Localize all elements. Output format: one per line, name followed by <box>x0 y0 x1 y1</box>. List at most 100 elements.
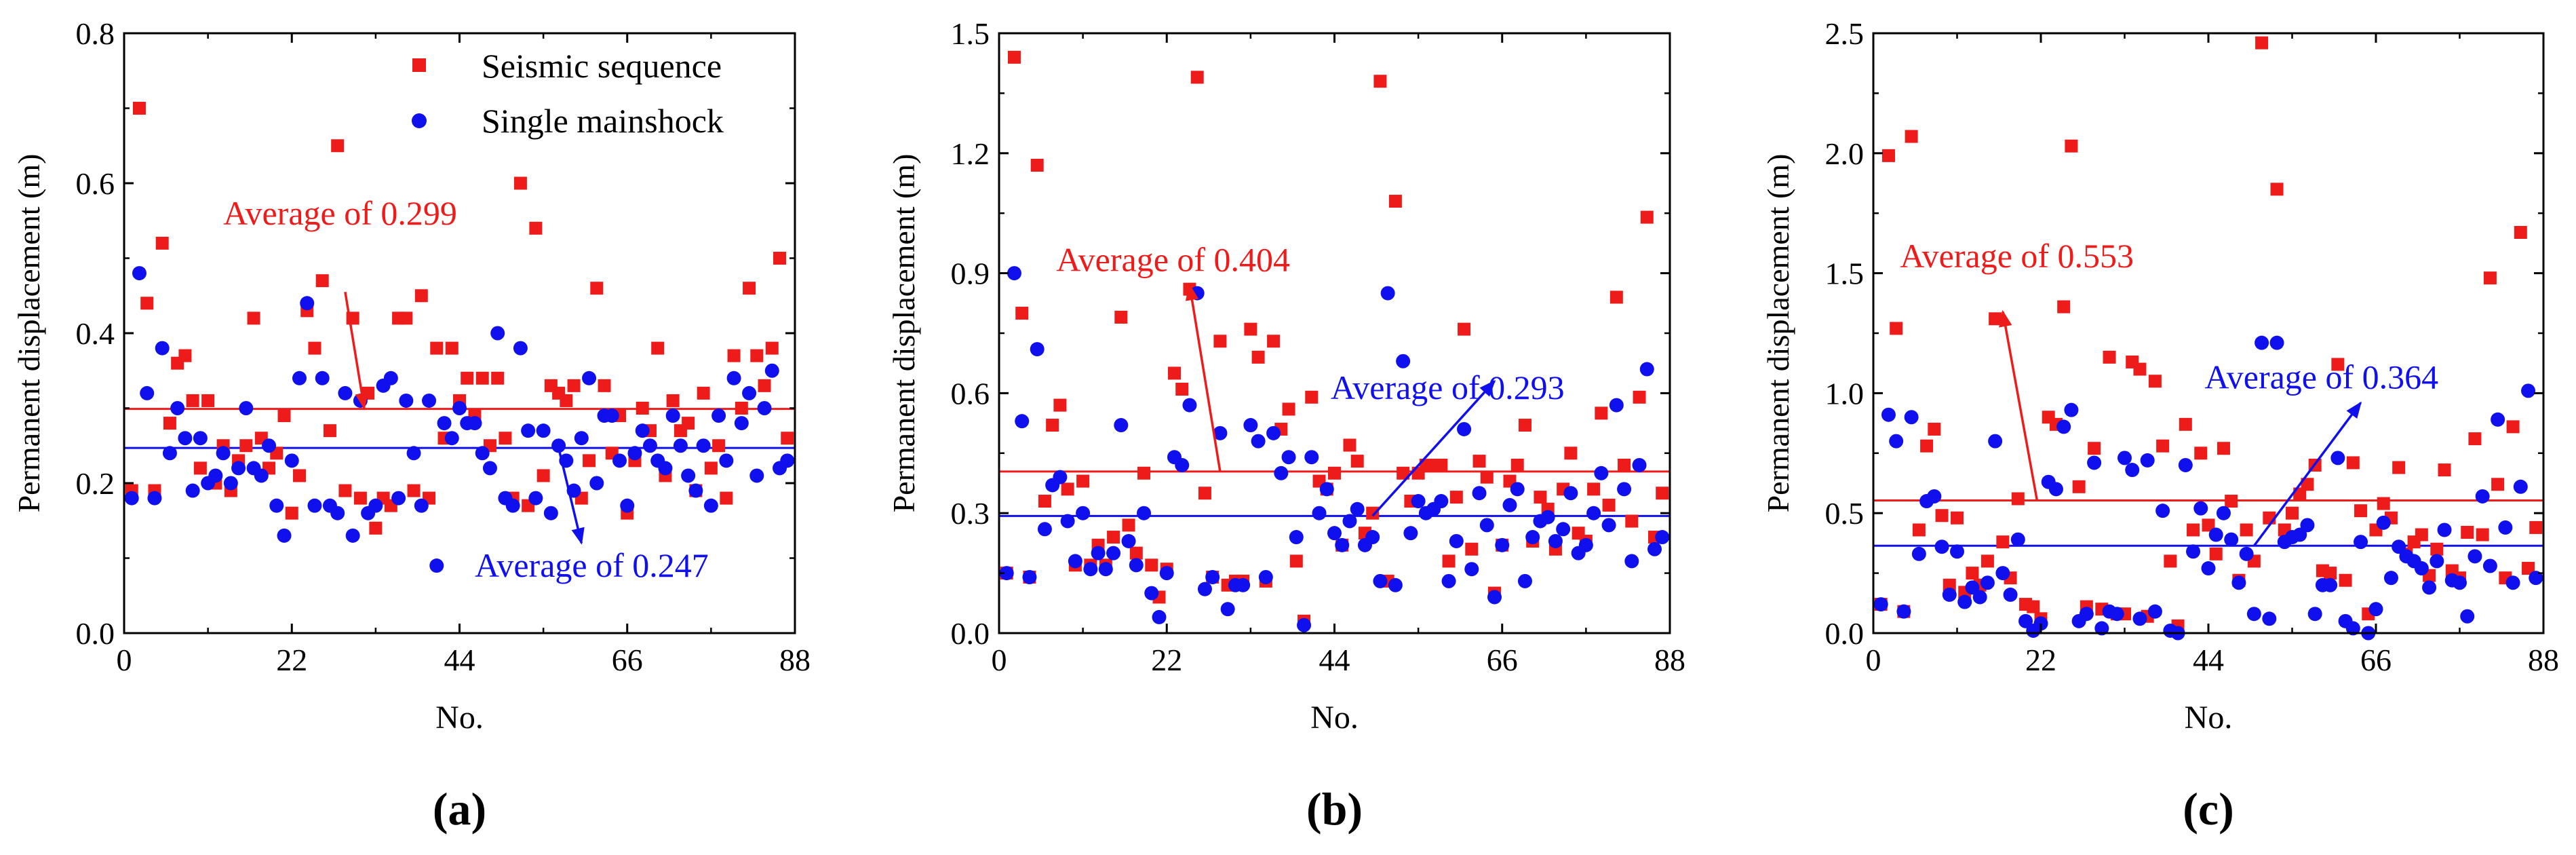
mainshock-point <box>1213 425 1228 440</box>
y-tick-label: 1.0 <box>1825 376 1865 411</box>
mainshock-point <box>2033 616 2048 631</box>
mainshock-point <box>1896 604 1911 619</box>
sequence-point <box>1030 158 1044 172</box>
sequence-point <box>2415 528 2428 542</box>
average-arrow-sequence <box>1999 309 2039 501</box>
mainshock-point <box>604 408 619 423</box>
sequence-point <box>1640 210 1654 224</box>
mainshock-point <box>612 453 627 468</box>
sequence-point <box>2522 562 2535 575</box>
sequence-point <box>1015 307 1029 320</box>
sequence-point <box>1388 195 1402 208</box>
mainshock-point <box>1639 362 1654 377</box>
mainshock-point <box>2467 549 2482 564</box>
mainshock-point <box>345 528 360 543</box>
mainshock-point <box>208 468 223 483</box>
x-tick-label: 0 <box>1866 643 1881 677</box>
mainshock-point <box>1995 566 2010 581</box>
sequence-point <box>2240 523 2253 537</box>
mainshock-point <box>1030 342 1045 357</box>
mainshock-point <box>513 341 528 356</box>
mainshock-point <box>1601 518 1616 533</box>
mainshock-point <box>536 423 551 438</box>
sequence-point <box>1912 523 1926 537</box>
mainshock-point <box>2491 412 2505 427</box>
sequence-point <box>163 417 176 430</box>
mainshock-point <box>1457 421 1472 436</box>
mainshock-point <box>2475 489 2490 504</box>
sequence-point <box>1167 366 1181 380</box>
sequence-point <box>560 394 573 407</box>
mainshock-point <box>1927 489 1942 504</box>
mainshock-point <box>1007 266 1021 281</box>
sequence-point <box>704 461 718 475</box>
y-tick-label: 0.9 <box>951 256 990 291</box>
sequence-point <box>239 439 253 453</box>
mainshock-point <box>1578 537 1593 552</box>
mainshock-point <box>742 385 757 400</box>
mainshock-point <box>223 476 238 491</box>
sequence-point <box>331 139 345 153</box>
mainshock-point <box>2186 544 2201 559</box>
mainshock-point <box>2140 453 2155 468</box>
sequence-point <box>414 289 428 303</box>
mainshock-point <box>673 438 688 453</box>
sequence-point <box>1107 531 1120 544</box>
sequence-point <box>1046 419 1059 432</box>
sequence-point <box>308 341 321 355</box>
sequence-point <box>2209 547 2223 560</box>
mainshock-point <box>711 408 726 423</box>
sequence-point <box>1343 438 1357 452</box>
mainshock-point <box>2018 613 2033 628</box>
sequence-point <box>1980 554 1994 568</box>
mainshock-point <box>1479 518 1494 533</box>
sequence-point <box>720 491 733 505</box>
mainshock-point <box>528 491 543 506</box>
mainshock-point <box>452 401 467 415</box>
y-tick-label: 0.5 <box>1825 496 1865 531</box>
x-tick-label: 0 <box>117 643 132 677</box>
sequence-point <box>1122 518 1135 532</box>
mainshock-point <box>2345 621 2360 636</box>
mainshock-point <box>2239 546 2254 561</box>
sequence-point <box>132 102 146 115</box>
mainshock-point <box>1144 586 1159 601</box>
mainshock-point <box>2422 580 2437 595</box>
sequence-point <box>1943 578 1956 592</box>
sequence-point <box>1587 482 1601 496</box>
sequence-point <box>315 274 329 288</box>
mainshock-point <box>2087 455 2102 470</box>
mainshock-point <box>1911 546 1926 561</box>
mainshock-point <box>1068 554 1082 569</box>
sequence-point <box>2461 525 2474 539</box>
average-label-mainshock: Average of 0.364 <box>2204 358 2438 396</box>
sequence-point <box>590 282 604 295</box>
sequence-point <box>735 402 748 415</box>
y-tick-label: 0.2 <box>76 466 115 501</box>
sequence-point <box>2430 542 2444 556</box>
sequence-point <box>1007 50 1021 64</box>
mainshock-point <box>147 491 162 506</box>
mainshock-point <box>1525 530 1540 545</box>
sequence-point <box>1905 130 1918 143</box>
mainshock-point <box>1388 577 1403 592</box>
y-tick-label: 1.5 <box>951 16 990 51</box>
sequence-point <box>1996 535 2010 549</box>
sequence-point <box>2483 271 2497 285</box>
mainshock-point <box>764 363 779 378</box>
sequence-point <box>201 394 215 407</box>
sequence-point <box>1928 422 1941 436</box>
x-tick-label: 88 <box>779 643 811 677</box>
average-label-sequence: Average of 0.404 <box>1056 241 1290 279</box>
sequence-point <box>1989 312 2002 326</box>
average-label-sequence: Average of 0.553 <box>1900 237 2134 275</box>
average-label-mainshock: Average of 0.247 <box>475 546 709 584</box>
sequence-point <box>1053 398 1067 412</box>
panel-c: Average of 0.553 Average of 0.364 0 22 44 66 8… <box>1761 16 2559 835</box>
mainshock-point <box>1517 573 1532 588</box>
mainshock-point <box>2513 479 2528 494</box>
mainshock-point <box>999 566 1014 581</box>
mainshock-point <box>2460 609 2475 624</box>
sequence-point <box>682 417 695 430</box>
mainshock-point <box>1889 434 1904 449</box>
